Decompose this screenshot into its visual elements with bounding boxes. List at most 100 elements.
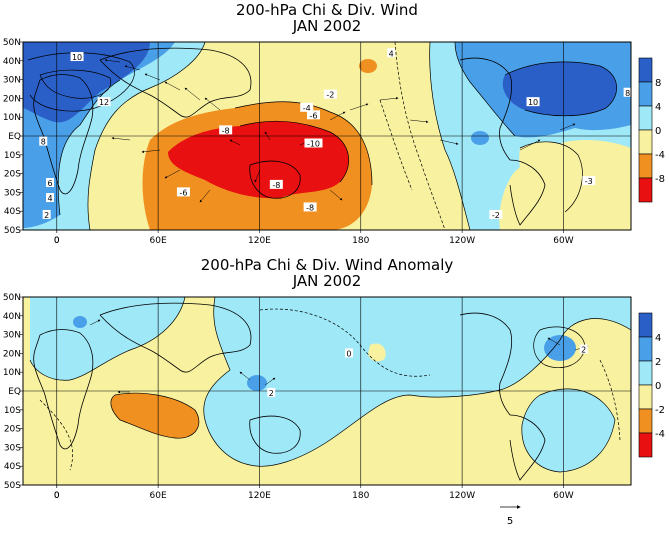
colorbar-label: -2 <box>655 405 665 416</box>
bottom-wind-vectors <box>89 319 589 394</box>
colorbar-segment <box>638 432 653 458</box>
lat-tick-label: 20N <box>3 349 21 359</box>
contour-label-box <box>300 102 314 112</box>
lon-tick-label: 0 <box>54 491 60 501</box>
top-axis-ticks: 50N 40N 30N 20N 10N EQ 10S 20S 30S 40S 50S 0 60E 120E… <box>3 38 574 246</box>
lon-tick-label: 0 <box>54 236 60 246</box>
colorbar-segment <box>638 105 653 131</box>
contour-label-box <box>269 179 283 189</box>
lat-tick-label: 10N <box>3 113 21 123</box>
lon-tick-label: 60W <box>553 491 573 501</box>
colorbar-label: -8 <box>655 174 665 185</box>
colorbar-segment <box>638 312 653 338</box>
bottom-panel-subtitle: JAN 2002 <box>292 272 362 290</box>
contour-label-box <box>46 193 55 203</box>
lon-tick-label: 120E <box>248 491 271 501</box>
reference-vector: 5 <box>500 505 521 527</box>
lon-tick-label: 0 <box>54 491 60 501</box>
contour-label-box <box>489 209 503 219</box>
top-panel-title: 200-hPa Chi & Div. Wind <box>236 1 418 19</box>
contour-label-box <box>70 52 84 62</box>
contour-label: -3 <box>585 177 593 186</box>
lat-tick-label: 10S <box>4 406 21 416</box>
bottom-contours <box>29 297 631 473</box>
contour-label: 0 <box>346 349 351 358</box>
lat-tick-label: EQ <box>8 132 21 142</box>
contour-label: 4 <box>47 194 52 203</box>
contour-label: -8 <box>272 181 280 190</box>
contour-label-box <box>42 209 51 219</box>
contour-label: -2 <box>326 91 334 100</box>
lat-tick-label: 40N <box>3 57 21 67</box>
colorbar-segment <box>638 177 653 203</box>
lat-tick-label: 40S <box>4 207 21 217</box>
contour-label: 8 <box>41 138 46 147</box>
contour-label: 6 <box>47 179 52 188</box>
contour-label: 2 <box>581 346 586 355</box>
contour-label: 10 <box>72 53 82 62</box>
bottom-axis-ticks: 50N 40N 30N 20N 10N EQ 10S 20S 30S 40S 50S 0 60E 120E… <box>3 293 574 501</box>
contour-label-box <box>582 176 596 186</box>
contour-label-box <box>46 178 55 187</box>
colorbar-label: -4 <box>655 150 665 161</box>
lon-tick-label: 180 <box>352 236 369 246</box>
colorbar-label: 0 <box>655 126 661 137</box>
lat-tick-label: 20N <box>3 94 21 104</box>
contour-label-box <box>267 387 276 397</box>
colorbar-segment <box>638 81 653 107</box>
lat-tick-label: 50S <box>4 226 21 236</box>
contour-label-box <box>303 202 317 212</box>
contour-label-box <box>579 344 588 354</box>
lat-tick-label: 30S <box>4 188 21 198</box>
bottom-contour-labels: 2 2 0 <box>267 344 588 398</box>
lat-tick-label: 50N <box>3 38 21 48</box>
lat-tick-label: EQ <box>8 387 21 397</box>
colorbar-label: -4 <box>655 429 665 440</box>
contour-label: 2 <box>269 389 274 398</box>
colorbar-label: 4 <box>655 102 661 113</box>
colorbar-segment <box>638 360 653 386</box>
contour-label: -8 <box>222 126 230 135</box>
lat-tick-label: 50S <box>4 481 21 491</box>
colorbar-label: 2 <box>655 357 661 368</box>
bottom-colorbar: 4 2 0 -2 -4 <box>638 312 665 458</box>
bottom-gridlines <box>23 297 631 485</box>
lat-tick-label: 40N <box>3 312 21 322</box>
contour-label: -6 <box>179 188 187 197</box>
top-panel-subtitle: JAN 2002 <box>292 17 362 35</box>
bottom-coastlines <box>33 302 546 481</box>
lat-tick-label: 10N <box>3 368 21 378</box>
contour-label: 8 <box>625 89 630 98</box>
contour-label: -4 <box>303 104 311 113</box>
lon-tick-label: 60E <box>150 491 167 501</box>
contour-label: 10 <box>528 98 538 107</box>
top-gridlines <box>23 42 631 230</box>
bottom-panel-title: 200-hPa Chi & Div. Wind Anomaly <box>201 256 454 274</box>
lon-tick-label: 180 <box>352 491 369 501</box>
contour-label: -8 <box>306 203 314 212</box>
contour-label-box <box>323 89 337 99</box>
top-panel: 200-hPa Chi & Div. Wind JAN 2002 <box>3 1 665 246</box>
colorbar-segment <box>638 57 653 83</box>
contour-label-box <box>304 138 323 148</box>
contour-label: 12 <box>99 98 109 107</box>
contour-label-box <box>526 97 540 107</box>
colorbar-segment <box>638 384 653 410</box>
lat-tick-label: 50N <box>3 293 21 303</box>
lat-tick-label: 40S <box>4 462 21 472</box>
lon-tick-label: 0 <box>54 236 60 246</box>
contour-label: -10 <box>307 140 320 149</box>
contour-label: -6 <box>309 111 317 120</box>
contour-label: 2 <box>44 211 49 220</box>
contour-label-box <box>176 187 190 197</box>
lon-tick-label: 60E <box>150 236 167 246</box>
contour-label: -2 <box>492 211 500 220</box>
lat-tick-label: 30S <box>4 443 21 453</box>
top-colorbar: 8 4 0 -4 -8 <box>638 57 665 203</box>
contour-label-box <box>306 110 320 120</box>
lat-tick-label: 20S <box>4 170 21 180</box>
contour-label-box <box>219 125 233 135</box>
contour-label-box <box>387 48 396 58</box>
